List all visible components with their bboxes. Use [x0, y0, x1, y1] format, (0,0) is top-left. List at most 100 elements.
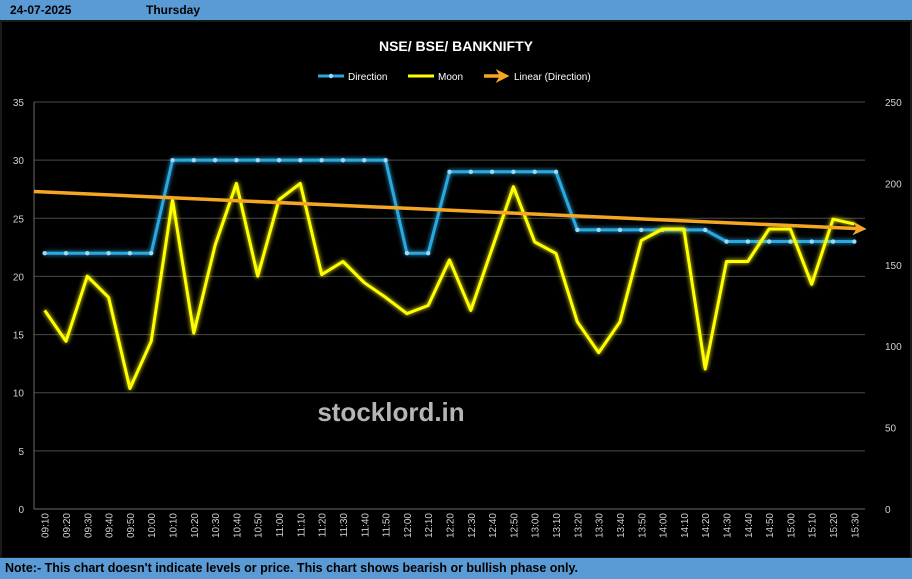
- x-tick-label: 09:30: [83, 513, 94, 538]
- x-tick-label: 09:40: [105, 513, 116, 538]
- x-tick-label: 12:20: [446, 513, 457, 538]
- direction-point: [127, 250, 133, 256]
- legend-direction-marker: [328, 73, 334, 79]
- y-right-tick-label: 150: [885, 261, 902, 272]
- direction-point: [404, 250, 410, 256]
- direction-point: [468, 169, 474, 174]
- y-right-tick-label: 0: [885, 505, 891, 516]
- direction-point: [511, 169, 516, 174]
- legend: Direction Moon Linear (Direction): [318, 69, 591, 83]
- direction-point: [788, 239, 793, 244]
- series-trend-line: [33, 189, 867, 236]
- x-tick-label: 13:10: [552, 513, 563, 538]
- y-left-tick-label: 25: [13, 214, 25, 225]
- y-left-tick-label: 10: [13, 389, 25, 400]
- x-tick-label: 15:30: [850, 513, 861, 538]
- y-left-tick-label: 20: [13, 272, 25, 283]
- chart-title: NSE/ BSE/ BANKNIFTY: [379, 38, 534, 54]
- x-tick-label: 15:20: [829, 513, 840, 538]
- direction-point: [276, 157, 282, 163]
- direction-point: [191, 157, 197, 163]
- x-tick-label: 15:00: [786, 513, 797, 538]
- y-right-tick-label: 100: [885, 342, 902, 353]
- x-tick-label: 13:50: [637, 513, 648, 538]
- direction-point: [212, 157, 218, 163]
- gridlines: [34, 101, 865, 510]
- direction-point: [319, 157, 324, 163]
- x-tick-label: 09:10: [41, 513, 52, 538]
- direction-point: [489, 169, 495, 174]
- x-tick-label: 10:40: [232, 513, 243, 538]
- direction-point: [362, 157, 367, 163]
- direction-point: [234, 157, 239, 163]
- x-tick-label: 13:30: [595, 513, 606, 538]
- x-tick-label: 10:30: [211, 513, 222, 538]
- direction-point: [617, 227, 623, 233]
- x-tick-label: 12:30: [467, 513, 478, 538]
- y-right-tick-label: 50: [885, 424, 897, 435]
- legend-trend-label: Linear (Direction): [514, 72, 591, 83]
- legend-moon-label: Moon: [438, 72, 463, 83]
- direction-point: [148, 250, 154, 256]
- direction-point: [425, 250, 431, 256]
- watermark: stocklord.in: [317, 397, 464, 427]
- direction-point: [596, 227, 601, 233]
- x-tick-label: 11:20: [318, 513, 329, 538]
- y-right-tick-label: 250: [885, 98, 902, 109]
- x-tick-label: 13:00: [531, 513, 542, 538]
- x-tick-label: 09:50: [126, 513, 137, 538]
- x-tick-label: 14:00: [659, 513, 670, 538]
- footer-note: Note:- This chart doesn't indicate level…: [0, 558, 912, 579]
- legend-direction-label: Direction: [348, 72, 387, 83]
- direction-point: [42, 250, 47, 256]
- x-tick-label: 12:00: [403, 513, 414, 538]
- x-tick-label: 12:10: [424, 513, 435, 538]
- direction-point: [255, 157, 260, 163]
- direction-point: [340, 157, 346, 163]
- x-tick-label: 11:50: [382, 513, 393, 538]
- x-tick-label: 14:10: [680, 513, 691, 538]
- direction-point: [85, 250, 90, 256]
- x-tick-label: 11:10: [296, 513, 307, 538]
- x-tick-label: 10:10: [169, 513, 180, 538]
- header-bar: 24-07-2025 Thursday: [0, 0, 912, 20]
- x-tick-label: 13:20: [573, 513, 584, 538]
- y-left-tick-label: 15: [13, 331, 25, 342]
- x-tick-label: 14:30: [723, 513, 734, 538]
- direction-point: [170, 157, 175, 163]
- x-tick-label: 13:40: [616, 513, 627, 538]
- x-tick-label: 12:40: [488, 513, 499, 538]
- direction-point: [639, 227, 644, 233]
- direction-point: [830, 239, 836, 244]
- direction-point: [809, 239, 814, 244]
- direction-point: [553, 169, 559, 174]
- direction-point: [383, 157, 388, 163]
- x-tick-label: 11:30: [339, 513, 350, 538]
- y-left-tick-label: 5: [18, 447, 24, 458]
- x-tick-label: 15:10: [808, 513, 819, 538]
- direction-point: [766, 239, 772, 244]
- direction-point: [447, 169, 452, 174]
- x-tick-label: 14:50: [765, 513, 776, 538]
- direction-point: [852, 239, 857, 244]
- y-left-tick-label: 0: [18, 505, 24, 516]
- x-tick-label: 10:20: [190, 513, 201, 538]
- direction-point: [745, 239, 751, 244]
- series-moon-line: [43, 181, 855, 390]
- direction-point: [63, 250, 69, 256]
- y-left-tick-label: 35: [13, 98, 25, 109]
- x-tick-label: 10:50: [254, 513, 265, 538]
- x-tick-label: 11:00: [275, 513, 286, 538]
- x-tick-label: 12:50: [509, 513, 520, 538]
- series-layer: [33, 157, 867, 390]
- y-left-tick-label: 30: [13, 156, 25, 167]
- direction-point: [575, 227, 580, 233]
- date-label: 24-07-2025: [10, 3, 72, 17]
- chart: NSE/ BSE/ BANKNIFTY Direction Moon Linear …: [0, 20, 912, 559]
- direction-point: [106, 250, 111, 256]
- direction-point: [702, 227, 708, 233]
- y-right-tick-label: 200: [885, 179, 902, 190]
- x-tick-label: 14:40: [744, 513, 755, 538]
- x-tick-label: 09:20: [62, 513, 73, 538]
- direction-point: [724, 239, 729, 244]
